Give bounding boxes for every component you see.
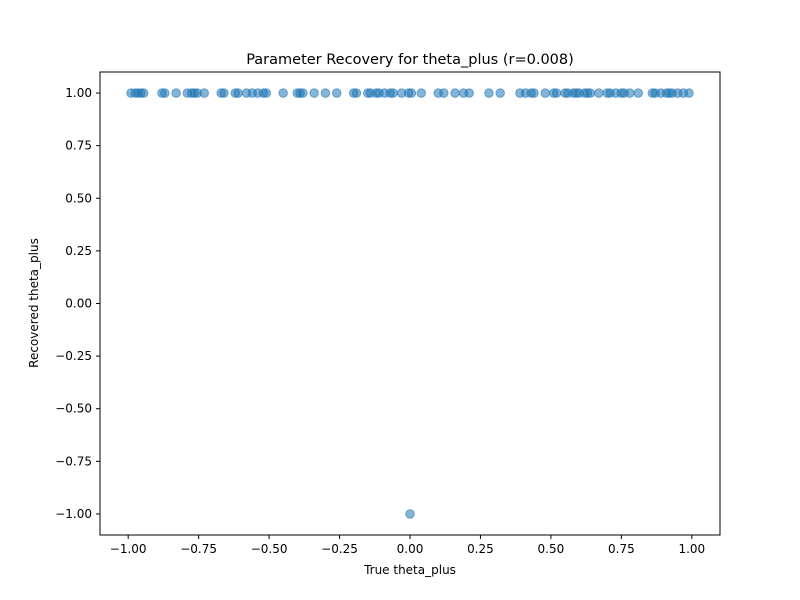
x-tick-label-5: 0.25: [467, 542, 494, 556]
data-point-37: [388, 88, 398, 98]
data-point-21: [261, 88, 272, 98]
data-point-26: [309, 88, 319, 98]
x-tick-label-8: 1.00: [678, 542, 705, 556]
data-point-81: [405, 509, 415, 519]
data-point-63: [585, 88, 596, 98]
y-tick-label-4: 0.00: [65, 297, 92, 311]
y-tick-label-5: −0.25: [55, 349, 92, 363]
y-tick-label-6: −0.50: [55, 402, 92, 416]
data-point-40: [406, 88, 417, 98]
data-point-7: [171, 88, 181, 98]
plot-frame: [99, 71, 721, 536]
ticks-layer: −1.00 −0.75 −0.50 −0.25 0.00 0.25 0.50 0.75 1.00…: [55, 86, 705, 556]
data-point-47: [484, 88, 494, 98]
data-point-22: [278, 88, 288, 98]
data-point-41: [416, 88, 427, 98]
y-tick-label-3: 0.25: [65, 244, 92, 258]
data-point-48: [495, 88, 505, 98]
data-point-6: [160, 88, 170, 98]
data-point-46: [464, 88, 474, 98]
data-point-28: [331, 88, 342, 98]
data-point-44: [450, 88, 460, 98]
x-tick-label-0: −1.00: [110, 542, 147, 556]
data-point-52: [529, 88, 539, 98]
y-tick-label-0: 1.00: [65, 86, 92, 100]
data-point-30: [351, 88, 362, 98]
data-point-43: [439, 88, 449, 98]
data-point-71: [633, 88, 644, 98]
x-axis-label: True theta_plus: [363, 563, 456, 577]
data-point-25: [298, 88, 308, 98]
data-point-64: [594, 88, 604, 98]
x-tick-label-2: −0.50: [251, 542, 288, 556]
data-point-70: [625, 88, 635, 98]
data-point-27: [320, 88, 331, 98]
y-tick-label-2: 0.50: [65, 191, 92, 205]
data-point-4: [138, 88, 149, 98]
x-tick-label-7: 0.75: [608, 542, 635, 556]
y-axis-label: Recovered theta_plus: [27, 238, 41, 368]
data-point-12: [199, 88, 210, 98]
x-tick-label-4: 0.00: [397, 542, 424, 556]
data-point-55: [551, 88, 562, 98]
x-tick-label-6: 0.50: [538, 542, 565, 556]
data-point-53: [540, 88, 551, 98]
data-point-80: [684, 88, 694, 98]
data-point-16: [233, 88, 243, 98]
y-tick-label-8: −1.00: [55, 507, 92, 521]
chart-title: Parameter Recovery for theta_plus (r=0.0…: [246, 52, 574, 68]
x-tick-label-1: −0.75: [180, 542, 217, 556]
x-tick-label-3: −0.25: [321, 542, 358, 556]
points-layer: [126, 88, 694, 519]
y-tick-label-1: 0.75: [65, 139, 92, 153]
data-point-14: [219, 88, 229, 98]
y-tick-label-7: −0.75: [55, 454, 92, 468]
